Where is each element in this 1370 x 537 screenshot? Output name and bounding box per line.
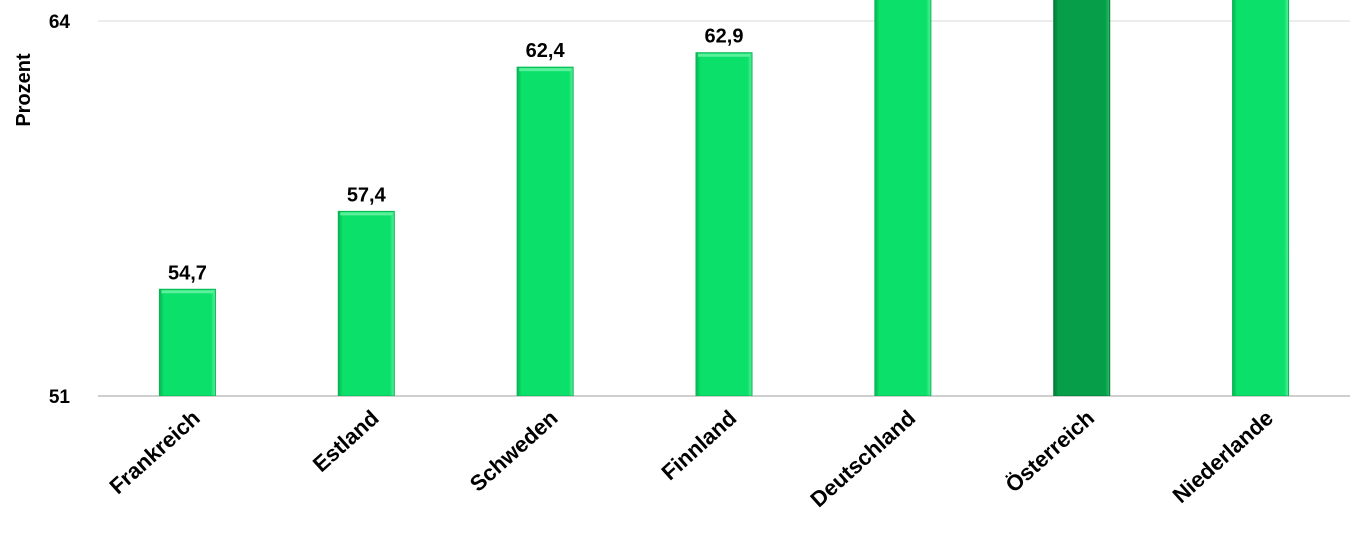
bar-bevel (519, 68, 572, 72)
x-tick-label: Estland (308, 405, 384, 477)
bar-niederlande (1232, 0, 1290, 396)
x-tick-label: Deutschland (805, 405, 920, 512)
data-label: 62,4 (526, 40, 566, 62)
bar-österreich (1053, 0, 1111, 396)
y-tick-label: 51 (49, 387, 71, 408)
data-label: 62,9 (705, 26, 744, 48)
bar-bevel (340, 212, 393, 216)
x-tick-label: Niederlande (1168, 405, 1278, 508)
bar-estland (337, 210, 395, 396)
bar-bevel (161, 290, 214, 294)
bar-bevel (698, 53, 750, 57)
bar-deutschland (874, 0, 932, 396)
data-label: 57,4 (347, 184, 387, 206)
x-tick-label: Frankreich (104, 405, 204, 499)
axis-layer: 51 64 (49, 12, 71, 408)
x-tick-label: Finnland (657, 405, 742, 485)
data-label: 54,7 (168, 262, 207, 284)
y-axis-title: Prozent (13, 53, 35, 127)
bars-layer (158, 0, 1290, 396)
bar-frankreich (158, 288, 216, 396)
x-tick-label: Österreich (1001, 405, 1100, 497)
bar-finnland (695, 52, 753, 396)
y-tick-label: 64 (49, 12, 71, 33)
x-tick-label: Schweden (465, 405, 563, 496)
bar-schweden (516, 66, 574, 396)
